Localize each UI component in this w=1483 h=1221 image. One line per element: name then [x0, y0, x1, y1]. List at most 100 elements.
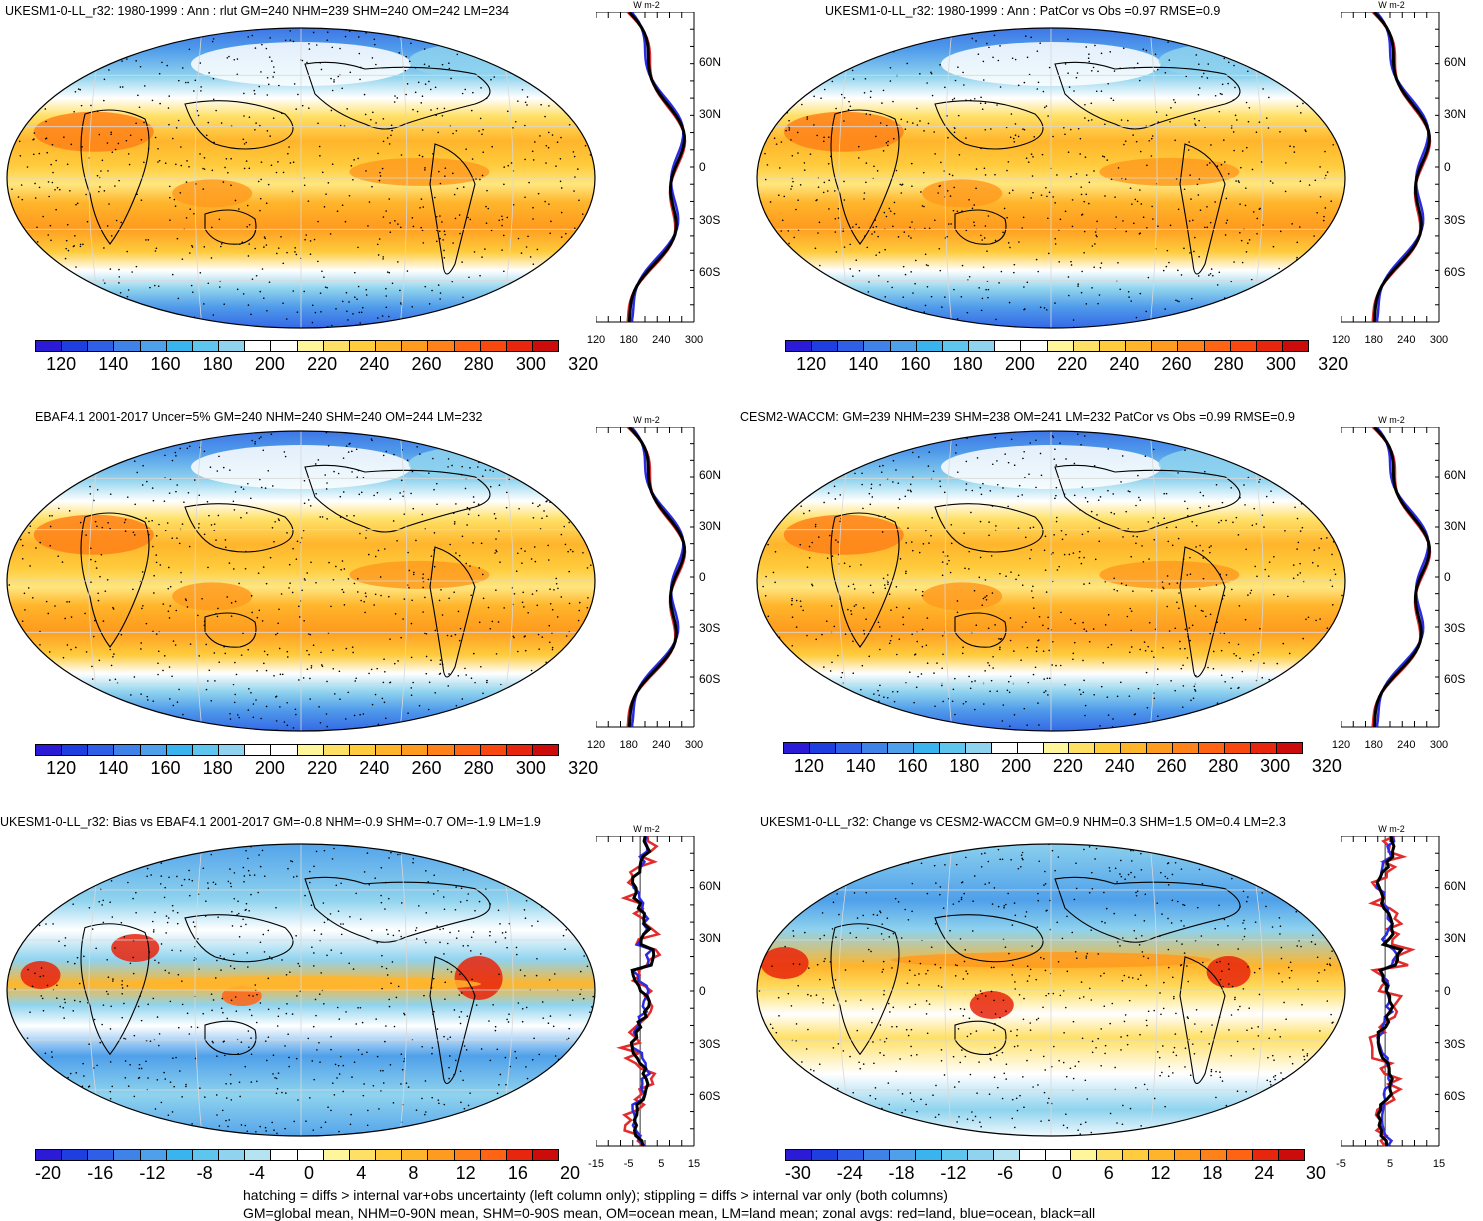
colorbar-swatch: [505, 1150, 532, 1160]
colorbar-swatch: [1229, 341, 1256, 351]
footer-line-2: GM=global mean, NHM=0-90N mean, SHM=0-90…: [243, 1205, 1096, 1221]
colorbar-tick-label: 8: [408, 1163, 419, 1183]
colorbar-swatch: [375, 341, 402, 351]
zonal-xtick-label: 300: [684, 334, 704, 346]
colorbar-swatch: [966, 1150, 993, 1160]
latitude-label: 0: [1444, 160, 1451, 174]
colorbar-swatch: [811, 341, 838, 351]
colorbar-tick-label: 120: [796, 354, 827, 374]
panel-title: UKESM1-0-LL_r32: Bias vs EBAF4.1 2001-20…: [0, 815, 541, 829]
latitude-label: 30S: [699, 621, 721, 635]
colorbar-swatch: [453, 341, 480, 351]
colorbar-swatch: [1226, 1150, 1253, 1160]
colorbar-swatch: [1072, 341, 1099, 351]
colorbar-swatch: [1250, 743, 1277, 753]
latitude-label: 0: [1444, 570, 1451, 584]
colorbar-swatch: [1098, 341, 1126, 351]
colorbar-tick-label: 240: [359, 354, 390, 374]
colorbar-swatch: [218, 745, 245, 755]
colorbar-swatch: [1224, 743, 1251, 753]
colorbar-tick-label: 240: [1104, 756, 1135, 776]
colorbar-swatch: [1120, 743, 1147, 753]
colorbar-swatch: [36, 341, 62, 351]
panel-title: CESM2-WACCM: GM=239 NHM=239 SHM=238 OM=2…: [740, 410, 1295, 424]
colorbar-swatch: [191, 341, 219, 351]
latitude-label: 30N: [699, 107, 722, 122]
colorbar-swatch: [1255, 341, 1282, 351]
colorbar-swatch: [808, 743, 835, 753]
colorbar-tick-label: 200: [254, 758, 285, 778]
latitude-label: 0: [699, 570, 706, 584]
colorbar-tick-label: 260: [1161, 354, 1192, 374]
zonal-xtick-label: 5: [1386, 1158, 1394, 1170]
colorbar-tick-label: 12: [1150, 1163, 1171, 1183]
panel-title: EBAF4.1 2001-2017 Uncer=5% GM=240 NHM=24…: [35, 410, 483, 424]
colorbar-swatch: [348, 745, 376, 755]
colorbar-swatch: [87, 1150, 114, 1160]
colorbar-swatch: [218, 341, 245, 351]
colorbar-tick-label: 24: [1254, 1163, 1275, 1183]
colorbar-swatch: [322, 745, 349, 755]
zonal-xtick-label: 240: [1397, 334, 1416, 346]
zonal-xtick-label: 180: [619, 739, 638, 751]
latitude-label: 60N: [699, 878, 722, 893]
colorbar-tick-label: 220: [307, 758, 338, 778]
zonal-unit-label: W m-2: [1378, 415, 1405, 425]
colorbar-tick-label: 160: [150, 758, 181, 778]
colorbar-swatch: [784, 743, 809, 753]
colorbar-swatch: [863, 341, 890, 351]
latitude-label: 30N: [699, 519, 722, 533]
colorbar-tick-label: -4: [248, 1163, 265, 1183]
colorbar-tick-label: 240: [359, 758, 390, 778]
latitude-label: 60S: [699, 265, 721, 280]
latitude-label: 30N: [1444, 931, 1467, 946]
colorbar-tick-label: 300: [515, 758, 546, 778]
colorbar-swatch: [912, 743, 939, 753]
zonal-line-all: [627, 427, 686, 728]
zonal-line-all: [1372, 427, 1431, 728]
zonal-xtick-label: 180: [1364, 739, 1383, 751]
zonal-unit-label: W m-2: [1378, 0, 1405, 10]
colorbar-swatch: [1151, 341, 1178, 351]
zonal-xtick-label: 120: [1331, 739, 1351, 751]
colorbar-tick-label: 18: [1202, 1163, 1223, 1183]
colorbar-swatch: [964, 743, 991, 753]
robinson-map: [756, 843, 1346, 1137]
colorbar-swatch: [270, 341, 297, 351]
latitude-label: 30S: [699, 1036, 721, 1051]
latitude-label: 60S: [1444, 265, 1466, 280]
colorbar-swatch: [810, 1150, 837, 1160]
colorbar-swatch: [61, 745, 88, 755]
colorbar-swatch: [113, 341, 140, 351]
latitude-label: 30N: [1444, 107, 1467, 122]
colorbar-swatch: [348, 341, 376, 351]
colorbar-swatch: [401, 341, 428, 351]
colorbar-swatch: [914, 1150, 941, 1160]
panel-bias-vs-obs: UKESM1-0-LL_r32: Bias vs EBAF4.1 2001-20…: [0, 808, 740, 1188]
latitude-label: 60S: [699, 672, 721, 686]
robinson-map: [6, 27, 596, 329]
colorbar-swatch: [61, 1150, 88, 1160]
colorbar-swatch: [36, 1150, 62, 1160]
colorbar-tick-label: 300: [515, 354, 546, 374]
robinson-map: [756, 430, 1346, 732]
colorbar-swatch: [1203, 341, 1230, 351]
colorbar-tick-label: 120: [46, 758, 77, 778]
zonal-xtick-label: 300: [684, 739, 704, 751]
colorbar-tick-label: 280: [1208, 756, 1239, 776]
colorbar-swatch: [888, 1150, 915, 1160]
colorbar: [35, 744, 559, 756]
zonal-line-all: [1375, 836, 1405, 1147]
colorbar-tick-label: 300: [1265, 354, 1296, 374]
colorbar-swatch: [244, 341, 271, 351]
colorbar-swatch: [270, 745, 297, 755]
zonal-mean-plot: [596, 427, 695, 728]
colorbar-tick-label: 0: [304, 1163, 315, 1183]
panel-title: UKESM1-0-LL_r32: Change vs CESM2-WACCM G…: [760, 815, 1286, 829]
colorbar-swatch: [786, 341, 812, 351]
colorbar-swatch: [191, 1150, 219, 1160]
colorbar-tick-label: -20: [35, 1163, 62, 1183]
colorbar-swatch: [1016, 743, 1043, 753]
zonal-mean-plot: [1341, 12, 1440, 323]
zonal-xtick-label: 120: [586, 739, 606, 751]
